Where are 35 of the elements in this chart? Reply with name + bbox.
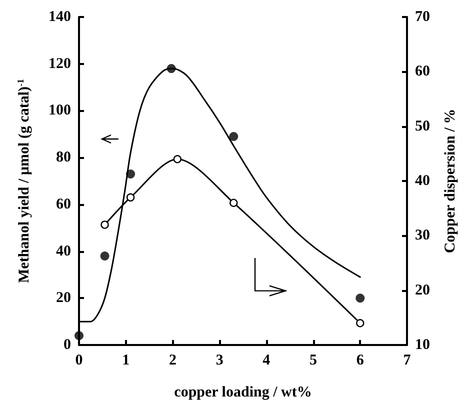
y-tick-label: 40 (56, 243, 71, 260)
point (126, 193, 135, 202)
y-tick-label: 20 (56, 290, 71, 306)
y-tick-label: 0 (64, 337, 71, 353)
y-tick-label: 140 (48, 9, 71, 25)
y-tick-label: 120 (48, 56, 71, 72)
y-tick-label: 100 (48, 102, 71, 119)
x-axis-title: copper loading / wt% (174, 384, 312, 400)
y2-tick-label: 50 (415, 118, 430, 134)
y2-tick-label: 70 (415, 9, 430, 25)
x-tick-label: 1 (122, 352, 130, 368)
y2-tick-label: 30 (415, 228, 430, 244)
point (100, 220, 109, 229)
x-tick-label: 5 (310, 352, 318, 368)
y2-axis-title: Copper dispersion / % (442, 108, 458, 254)
y2-tick-label: 40 (415, 173, 430, 189)
y2-tick-label: 10 (415, 337, 430, 353)
x-tick-label: 4 (262, 352, 271, 368)
point (356, 319, 364, 328)
y-axis-title: Methanol yield / µmol (g catal)-1 (16, 78, 32, 284)
point (230, 198, 238, 207)
y-tick-label: 80 (56, 150, 71, 166)
y2-tick-label: 20 (415, 282, 430, 298)
x-tick-label: 6 (356, 352, 364, 368)
y2-tick-label: 60 (415, 64, 430, 80)
y-tick-label: 60 (56, 196, 71, 212)
x-tick-label: 3 (216, 352, 224, 368)
point (74, 331, 84, 340)
point (100, 251, 110, 260)
point (229, 132, 238, 141)
x-tick-label: 0 (75, 352, 83, 368)
point (173, 155, 182, 164)
point (356, 294, 365, 303)
x-tick-label: 7 (403, 352, 412, 368)
x-tick-label: 2 (168, 352, 176, 368)
